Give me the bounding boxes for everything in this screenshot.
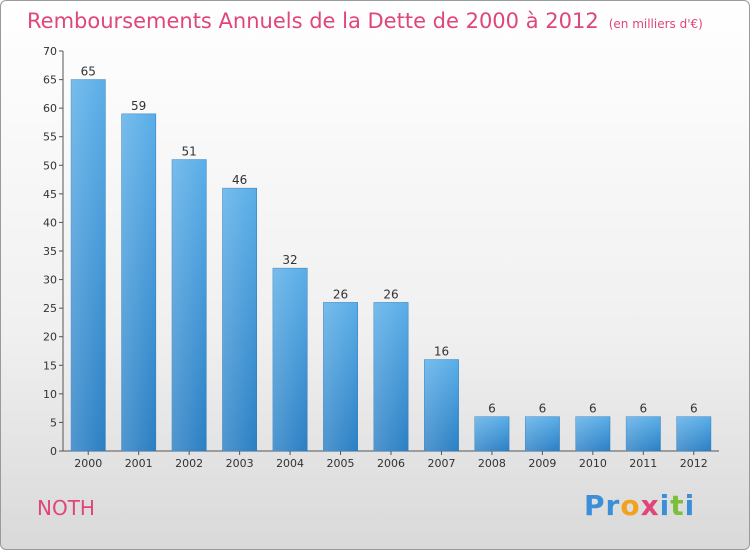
logo-letter: o xyxy=(620,489,641,522)
x-tick-label: 2007 xyxy=(427,457,455,470)
bar-highlight xyxy=(626,416,661,451)
bar-highlight xyxy=(525,416,560,451)
y-tick-label: 50 xyxy=(43,159,57,172)
y-tick-label: 60 xyxy=(43,102,57,115)
data-label: 6 xyxy=(488,402,496,416)
y-tick-label: 0 xyxy=(50,445,57,458)
bar-highlight xyxy=(222,188,257,451)
data-labels: 65 59 51 46 32 26 26 16 6 6 6 6 6 xyxy=(81,65,698,416)
data-label: 16 xyxy=(434,345,449,359)
y-tick-label: 25 xyxy=(43,302,57,315)
bar-highlight xyxy=(373,302,409,451)
x-tick-label: 2010 xyxy=(579,457,607,470)
y-tick-label: 70 xyxy=(43,45,57,58)
data-label: 51 xyxy=(182,145,197,159)
bars xyxy=(70,79,712,452)
axes: 0 5 10 15 20 25 30 35 40 45 50 55 60 65 70 2000 2001 2002… xyxy=(43,45,719,470)
proxiti-logo[interactable]: Proxiti xyxy=(584,489,695,522)
data-label: 6 xyxy=(639,402,647,416)
bar-highlight xyxy=(121,113,156,451)
chart-title: Remboursements Annuels de la Dette de 20… xyxy=(27,9,703,33)
data-label: 6 xyxy=(589,402,597,416)
y-tick-label: 20 xyxy=(43,331,57,344)
chart-unit: (en milliers d'€) xyxy=(608,17,703,31)
x-tick-label: 2008 xyxy=(478,457,506,470)
data-label: 32 xyxy=(282,253,297,267)
x-tick-label: 2005 xyxy=(327,457,355,470)
logo-letter: i xyxy=(659,489,671,522)
data-label: 6 xyxy=(690,402,698,416)
y-tick-label: 40 xyxy=(43,216,57,229)
y-tick-label: 65 xyxy=(43,74,57,87)
data-label: 26 xyxy=(383,287,398,301)
logo-letter: r xyxy=(605,489,621,522)
data-label: 65 xyxy=(81,65,96,79)
bar-highlight xyxy=(171,159,207,452)
y-tick-label: 30 xyxy=(43,274,57,287)
x-tick-label: 2001 xyxy=(125,457,153,470)
x-tick-label: 2002 xyxy=(175,457,203,470)
logo-letter: P xyxy=(584,489,606,522)
bar-highlight xyxy=(424,359,459,451)
bar-highlight xyxy=(272,268,308,451)
data-label: 46 xyxy=(232,173,247,187)
bar-highlight xyxy=(575,416,611,451)
bar-highlight xyxy=(323,302,358,451)
x-tick-label: 2004 xyxy=(276,457,304,470)
logo-letter: x xyxy=(640,489,660,522)
x-tick-label: 2011 xyxy=(629,457,657,470)
bar-highlight xyxy=(71,79,106,452)
x-tick-label: 2003 xyxy=(226,457,254,470)
x-tick-label: 2012 xyxy=(680,457,708,470)
bar-highlight xyxy=(474,416,510,451)
y-tick-label: 35 xyxy=(43,245,57,258)
y-tick-label: 10 xyxy=(43,388,57,401)
data-label: 59 xyxy=(131,99,146,113)
bar-highlight xyxy=(676,416,711,451)
data-label: 26 xyxy=(333,287,348,301)
x-tick-label: 2000 xyxy=(74,457,102,470)
y-tick-label: 55 xyxy=(43,131,57,144)
logo-letter: i xyxy=(684,489,696,522)
y-tick-label: 15 xyxy=(43,359,57,372)
chart-title-text: Remboursements Annuels de la Dette de 20… xyxy=(27,9,599,33)
y-tick-label: 5 xyxy=(50,416,57,429)
x-tick-label: 2006 xyxy=(377,457,405,470)
x-tick-label: 2009 xyxy=(528,457,556,470)
logo-letter: t xyxy=(670,489,685,522)
data-label: 6 xyxy=(539,402,547,416)
commune-name: NOTH xyxy=(37,496,95,520)
y-tick-label: 45 xyxy=(43,188,57,201)
